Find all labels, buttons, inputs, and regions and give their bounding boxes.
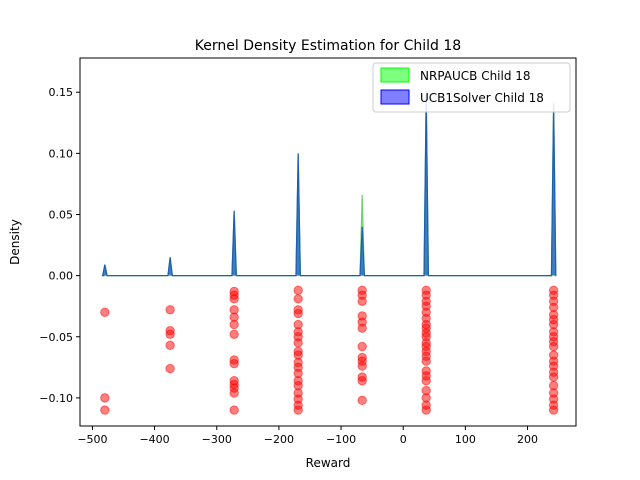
scatter-point-6: [165, 340, 175, 351]
x-axis-ticks: −500 −400 −300 −200 −100 0 100 200: [77, 426, 538, 446]
legend: NRPAUCB Child 18 UCB1Solver Child 18: [372, 62, 571, 113]
scatter-point-50: [357, 361, 367, 371]
y-tick-label: 0.05: [49, 208, 74, 221]
x-axis-label: Reward: [306, 456, 351, 470]
scatter-point-68: [421, 356, 431, 366]
scatter-point-0: [100, 307, 110, 317]
scatter-point-10: [229, 294, 239, 304]
scatter-point-13: [229, 319, 239, 330]
density-series-layer: [101, 94, 557, 277]
y-axis-ticks: −0.10 −0.05 0.00 0.05 0.10 0.15: [39, 86, 80, 405]
x-tick-label: −200: [264, 433, 294, 446]
x-tick-label: 0: [400, 433, 407, 446]
legend-label-ucb1solver: UCB1Solver Child 18: [420, 91, 544, 105]
scatter-point-23: [293, 294, 303, 304]
density-line-1: [101, 94, 557, 277]
scatter-point-86: [548, 341, 559, 352]
y-tick-label: 0.10: [49, 147, 74, 160]
scatter-point-96: [548, 405, 559, 415]
x-tick-label: −500: [77, 433, 107, 446]
y-tick-label: 0.15: [49, 86, 74, 99]
scatter-layer: [100, 285, 559, 415]
scatter-point-21: [229, 405, 239, 415]
chart-title: Kernel Density Estimation for Child 18: [195, 38, 461, 54]
legend-label-nrpaucb: NRPAUCB Child 18: [420, 69, 531, 83]
scatter-point-29: [293, 338, 303, 348]
legend-swatch-ucb1solver: [380, 89, 410, 105]
scatter-point-3: [165, 305, 175, 315]
plot-frame: [79, 57, 577, 427]
scatter-point-47: [357, 341, 367, 352]
x-tick-label: 200: [517, 433, 538, 446]
x-tick-label: 100: [455, 433, 476, 446]
legend-swatch-nrpaucb: [380, 67, 410, 83]
x-tick-label: −100: [326, 433, 356, 446]
scatter-point-40: [293, 405, 303, 415]
scatter-point-2: [100, 405, 110, 415]
scatter-point-53: [357, 395, 367, 406]
scatter-point-20: [229, 388, 239, 398]
scatter-point-46: [357, 323, 367, 333]
scatter-point-22: [293, 285, 303, 295]
scatter-point-43: [357, 296, 367, 306]
x-tick-label: −400: [139, 433, 169, 446]
y-axis-label: Density: [8, 219, 22, 265]
scatter-point-16: [229, 358, 239, 369]
scatter-point-1: [100, 393, 110, 403]
scatter-point-7: [165, 363, 175, 374]
x-tick-label: −300: [202, 433, 232, 446]
y-tick-label: 0.00: [49, 270, 74, 283]
scatter-point-25: [293, 308, 303, 319]
scatter-point-52: [357, 376, 367, 386]
scatter-point-71: [421, 376, 431, 386]
scatter-point-75: [421, 405, 431, 415]
legend-frame: [372, 62, 571, 113]
scatter-point-5: [165, 329, 175, 340]
scatter-point-14: [229, 329, 239, 340]
scatter-point-91: [548, 372, 559, 382]
y-tick-label: −0.10: [39, 392, 73, 405]
y-tick-label: −0.05: [39, 331, 73, 344]
